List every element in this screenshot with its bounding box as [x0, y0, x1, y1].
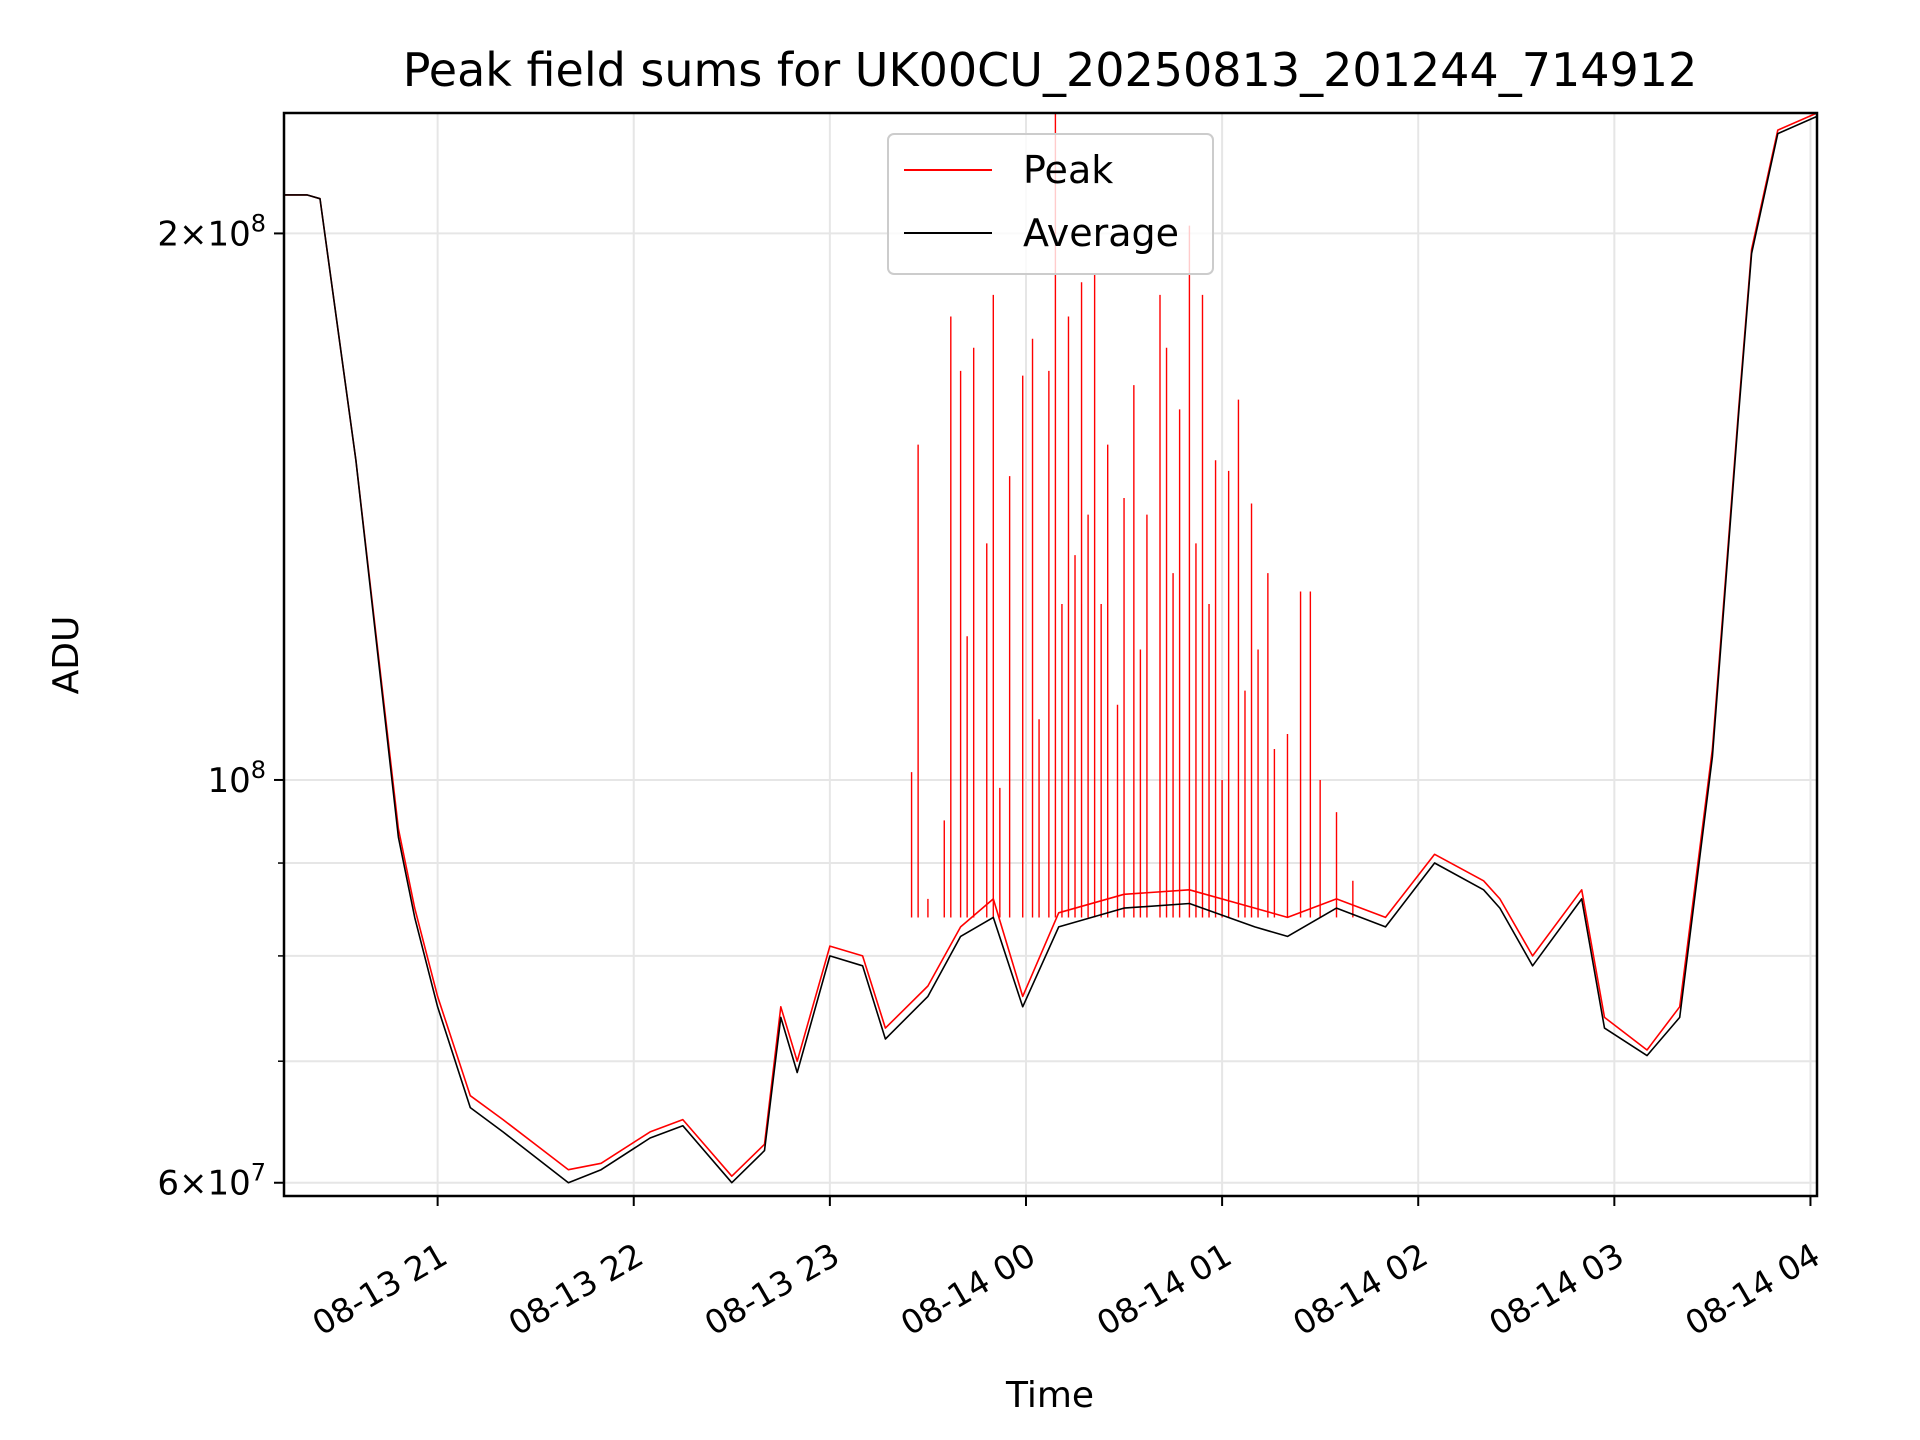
legend-label-average: Average — [1023, 211, 1179, 255]
y-axis: 6×107 108 2×108 — [157, 209, 284, 1204]
series-line-average — [284, 115, 1818, 1184]
plot-frame — [282, 111, 1819, 1198]
legend: Peak Average — [887, 133, 1214, 275]
series-lines — [284, 112, 1818, 1184]
y-axis-label: ADU — [46, 616, 87, 695]
series-line-peak — [284, 112, 1818, 1177]
y-tick-label: 108 — [207, 756, 266, 801]
y-tick-label: 2×108 — [157, 209, 266, 254]
y-tick-label: 6×107 — [157, 1159, 266, 1204]
chart-title: Peak field sums for UK00CU_20250813_2012… — [403, 43, 1698, 97]
x-axis-label: Time — [1005, 1375, 1094, 1416]
legend-label-peak: Peak — [1023, 148, 1113, 192]
